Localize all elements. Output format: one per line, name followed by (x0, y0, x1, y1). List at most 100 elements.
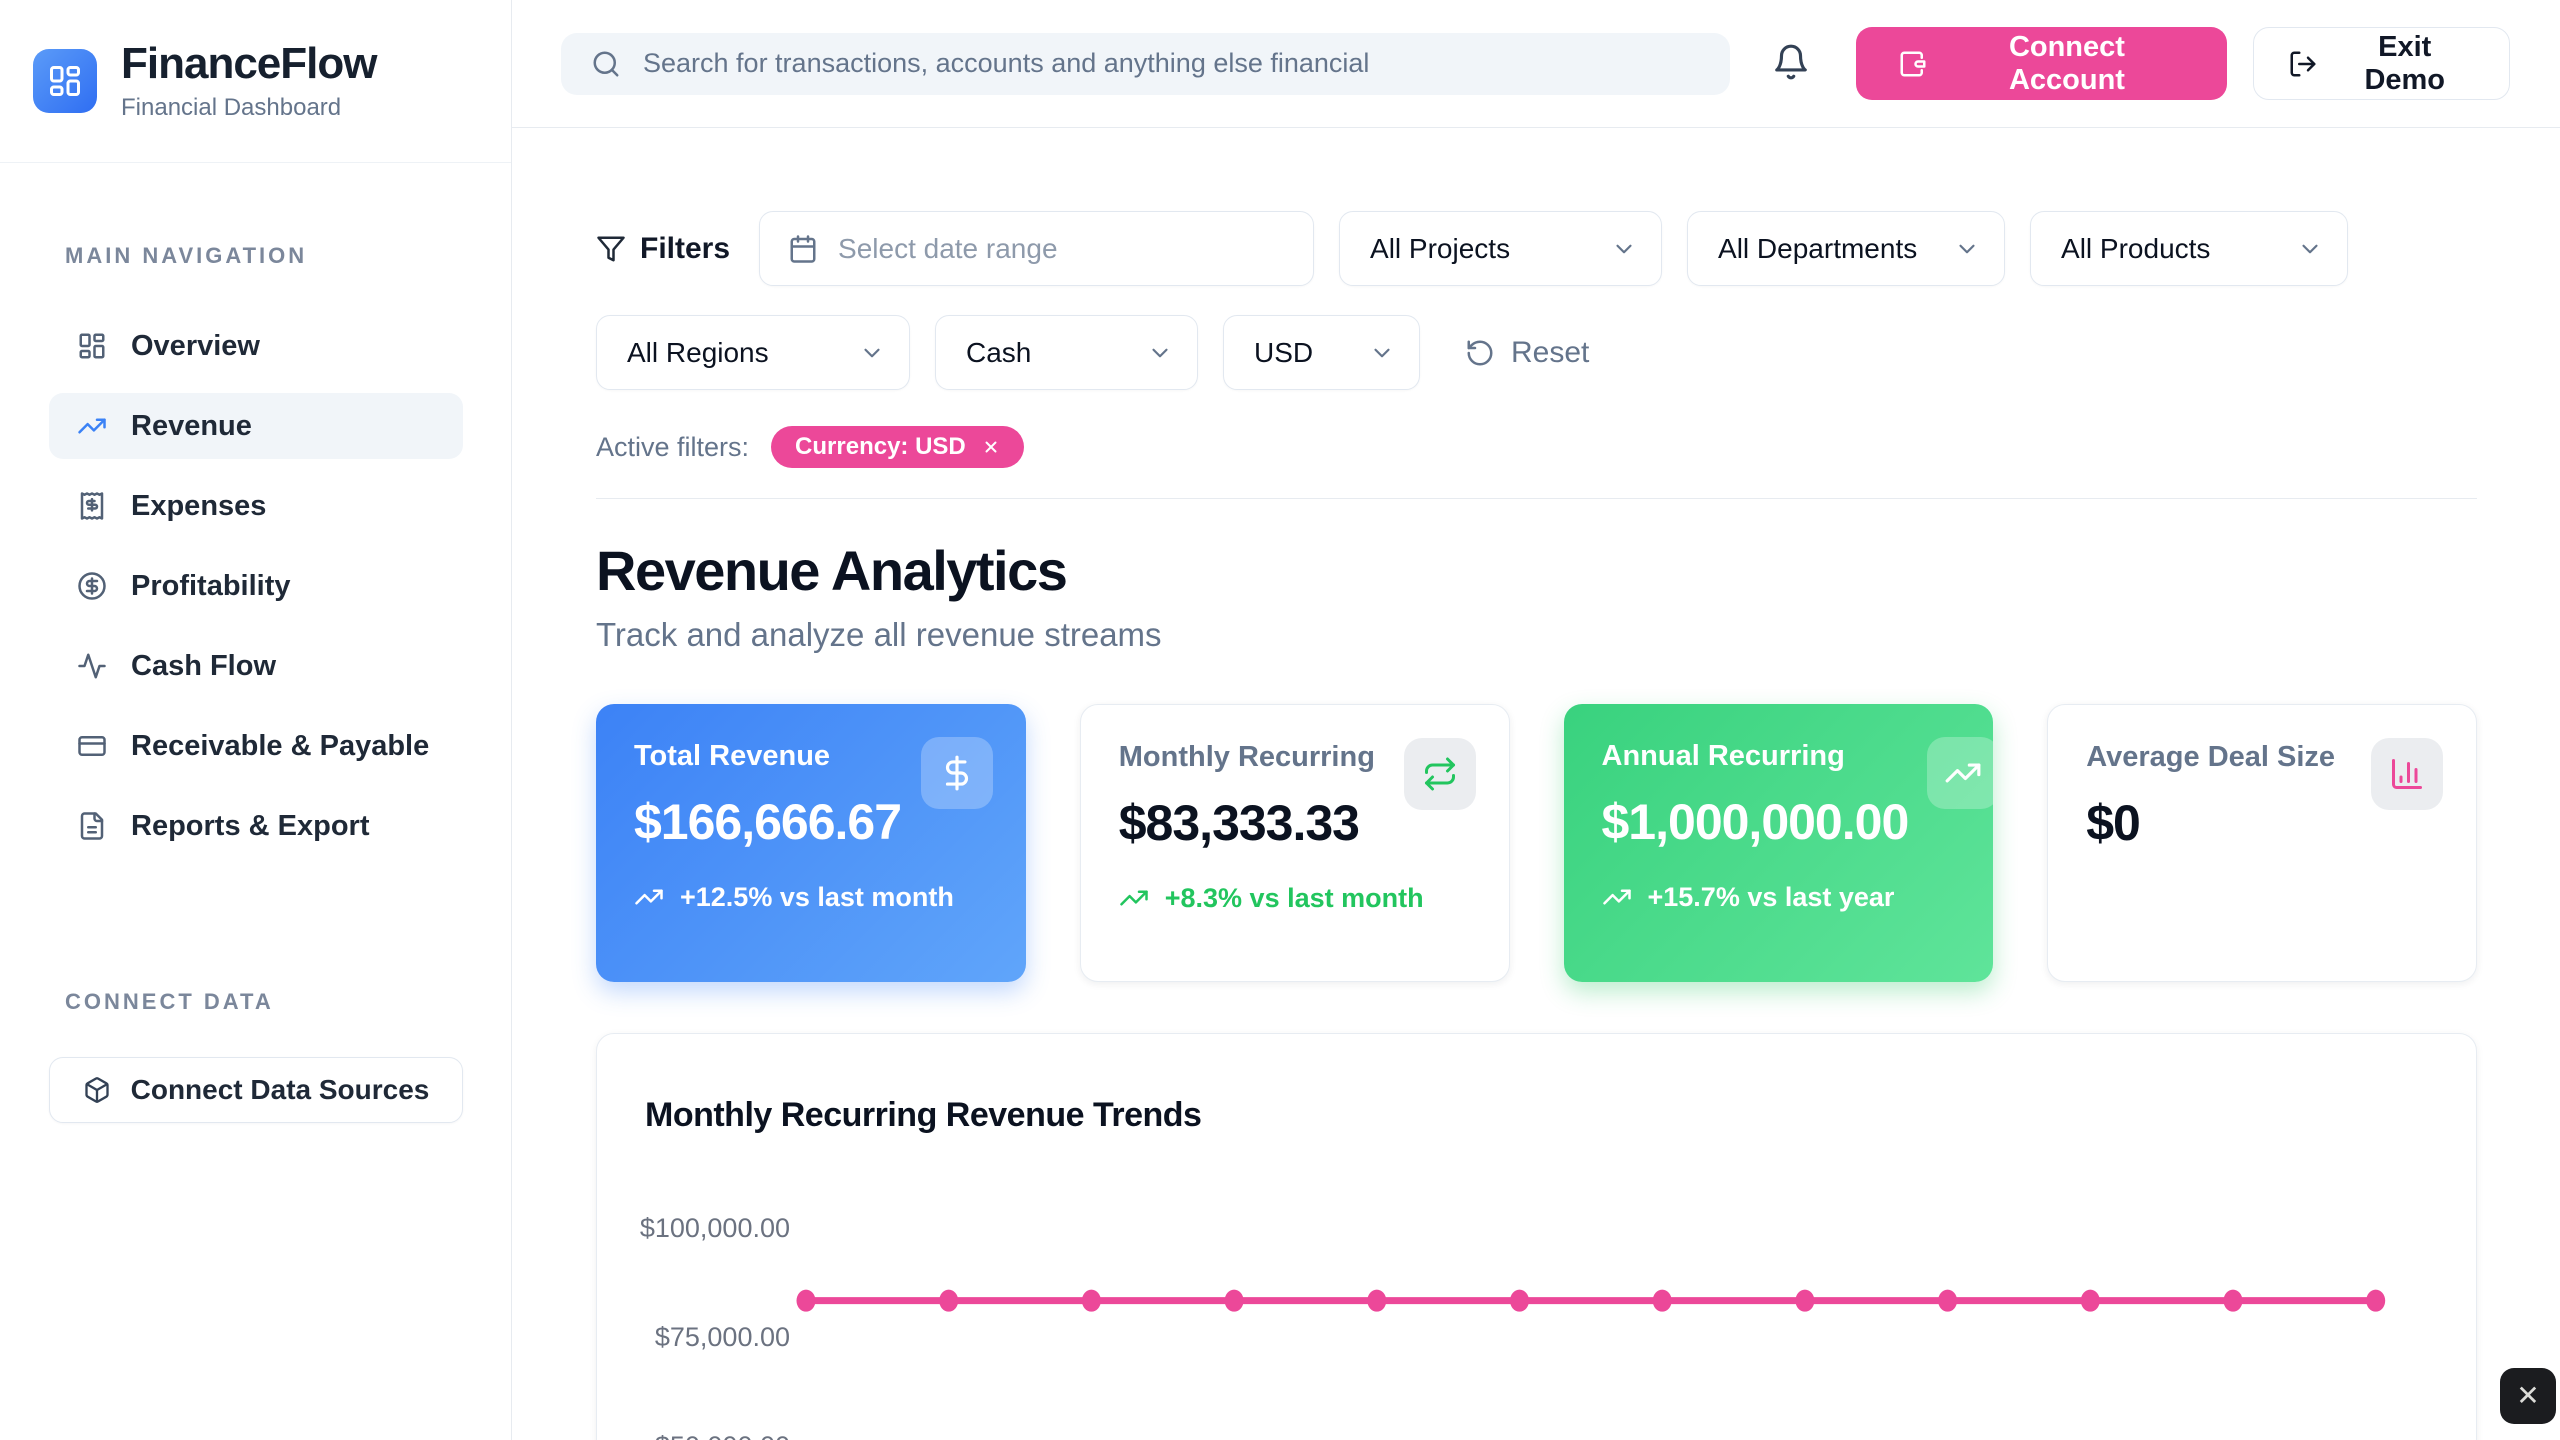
brand-text: FinanceFlow Financial Dashboard (121, 39, 377, 121)
reset-label: Reset (1511, 335, 1590, 369)
main-navigation: Overview Revenue Expenses Profitability … (49, 313, 463, 859)
data-point (2366, 1289, 2386, 1312)
date-range-field[interactable] (838, 232, 1286, 265)
credit-card-icon (77, 731, 107, 761)
sidebar-item-label: Profitability (131, 569, 291, 602)
connect-account-button[interactable]: Connect Account (1856, 27, 2228, 100)
sidebar-item-label: Overview (131, 329, 260, 362)
mrr-line-chart (796, 1289, 2386, 1312)
metric-label: Average Deal Size (2086, 741, 2336, 773)
chevron-down-icon (1147, 340, 1173, 366)
filters-label-text: Filters (640, 231, 731, 265)
regions-filter-select[interactable]: All Regions (596, 315, 910, 390)
connect-account-label: Connect Account (2008, 30, 2125, 96)
sidebar-item-revenue[interactable]: Revenue (49, 393, 463, 459)
trending-up-icon (634, 882, 664, 912)
sidebar-item-label: Reports & Export (131, 809, 370, 842)
metric-card-average-deal-size: Average Deal Size $0 (2047, 704, 2477, 982)
date-range-input[interactable] (759, 211, 1315, 286)
search-input[interactable] (643, 48, 1701, 79)
page-subtitle: Track and analyze all revenue streams (596, 616, 1162, 653)
products-filter-select[interactable]: All Products (2030, 211, 2349, 286)
metric-cards: Total Revenue $166,666.67 +12.5% vs last… (596, 704, 2477, 982)
departments-filter-value: All Departments (1718, 232, 1918, 264)
data-point (2080, 1289, 2100, 1312)
metric-trend-text: +8.3% vs last month (1164, 883, 1424, 913)
currency-value: USD (1254, 336, 1314, 368)
notifications-button[interactable] (1766, 37, 1816, 90)
activity-icon (77, 651, 107, 681)
top-bar: Connect Account Exit Demo (512, 0, 2560, 128)
search-icon (591, 49, 621, 79)
app-logo-icon (33, 49, 97, 113)
metric-card-total-revenue: Total Revenue $166,666.67 +12.5% vs last… (596, 704, 1026, 982)
global-search[interactable] (561, 32, 1731, 95)
trending-up-icon (1927, 737, 1994, 809)
section-divider (596, 498, 2477, 499)
active-filters-label: Active filters: (596, 431, 750, 462)
page-title: Revenue Analytics (596, 539, 1068, 602)
metric-label: Annual Recurring (1601, 740, 1845, 772)
departments-filter-select[interactable]: All Departments (1687, 211, 2006, 286)
brand: FinanceFlow Financial Dashboard (0, 0, 511, 163)
trending-up-icon (1119, 883, 1149, 913)
repeat-icon (1403, 738, 1476, 810)
projects-filter-select[interactable]: All Projects (1339, 211, 1663, 286)
connect-data-sources-button[interactable]: Connect Data Sources (49, 1057, 463, 1123)
chevron-down-icon (1954, 236, 1980, 262)
sidebar-item-receivable-payable[interactable]: Receivable & Payable (49, 713, 463, 779)
data-point (796, 1289, 816, 1312)
metric-trend-text: +15.7% vs last year (1647, 882, 1895, 912)
sidebar-item-label: Cash Flow (131, 649, 277, 682)
sidebar-item-reports-export[interactable]: Reports & Export (49, 793, 463, 859)
data-point (1795, 1289, 1815, 1312)
receipt-icon (77, 491, 107, 521)
active-filter-chip-currency[interactable]: Currency: USD (771, 426, 1024, 468)
products-filter-value: All Products (2061, 232, 2211, 264)
circle-dollar-icon (77, 571, 107, 601)
metric-label: Monthly Recurring (1118, 741, 1375, 773)
metric-trend: +12.5% vs last month (634, 879, 988, 915)
sidebar-item-expenses[interactable]: Expenses (49, 473, 463, 539)
chevron-down-icon (1611, 236, 1637, 262)
filters-row-2: All Regions Cash USD Reset (596, 315, 2477, 390)
metric-trend: +15.7% vs last year (1602, 879, 1956, 915)
chevron-down-icon (859, 340, 885, 366)
mrr-trends-chart-card: Monthly Recurring Revenue Trends $100,00… (596, 1033, 2477, 1440)
exit-demo-label: Exit Demo (2364, 30, 2446, 96)
y-axis-tick-label: $75,000.00 (654, 1322, 790, 1352)
metric-label: Total Revenue (634, 740, 831, 772)
metric-value: $0 (2086, 795, 2141, 851)
exit-demo-button[interactable]: Exit Demo (2253, 27, 2510, 100)
currency-select[interactable]: USD (1223, 315, 1420, 390)
metric-trend-text: +12.5% vs last month (680, 882, 954, 912)
sidebar-item-overview[interactable]: Overview (49, 313, 463, 379)
filters-panel: Filters All Projects All Departments All… (596, 211, 2477, 499)
wallet-icon (1898, 49, 1928, 79)
data-point (939, 1289, 959, 1312)
main-content: Filters All Projects All Departments All… (512, 128, 2560, 1440)
layout-dashboard-icon (77, 331, 107, 361)
file-text-icon (77, 811, 107, 841)
metric-trend: +8.3% vs last month (1119, 880, 1471, 916)
metric-card-monthly-recurring: Monthly Recurring $83,333.33 +8.3% vs la… (1079, 704, 1510, 982)
trending-up-icon (1602, 882, 1632, 912)
accounting-basis-select[interactable]: Cash (935, 315, 1198, 390)
sidebar-item-profitability[interactable]: Profitability (49, 553, 463, 619)
metric-card-annual-recurring: Annual Recurring $1,000,000.00 +15.7% vs… (1563, 704, 1994, 982)
calendar-icon (788, 234, 818, 264)
data-point (1938, 1289, 1958, 1312)
remove-filter-icon[interactable] (982, 438, 1000, 456)
sidebar-item-cash-flow[interactable]: Cash Flow (49, 633, 463, 699)
chip-label: Currency: USD (795, 433, 966, 460)
data-point (2223, 1289, 2243, 1312)
app-name: FinanceFlow (121, 39, 377, 89)
chart-column-icon (2371, 738, 2443, 810)
filters-row-1: Filters All Projects All Departments All… (596, 211, 2477, 286)
cube-icon (83, 1076, 111, 1104)
y-axis-tick-label: $50,000.00 (597, 1430, 790, 1440)
connect-data-sources-label: Connect Data Sources (130, 1074, 430, 1105)
close-widget-button[interactable]: ✕ (2500, 1368, 2556, 1424)
reset-filters-button[interactable]: Reset (1465, 336, 1589, 370)
data-point (1510, 1289, 1529, 1312)
